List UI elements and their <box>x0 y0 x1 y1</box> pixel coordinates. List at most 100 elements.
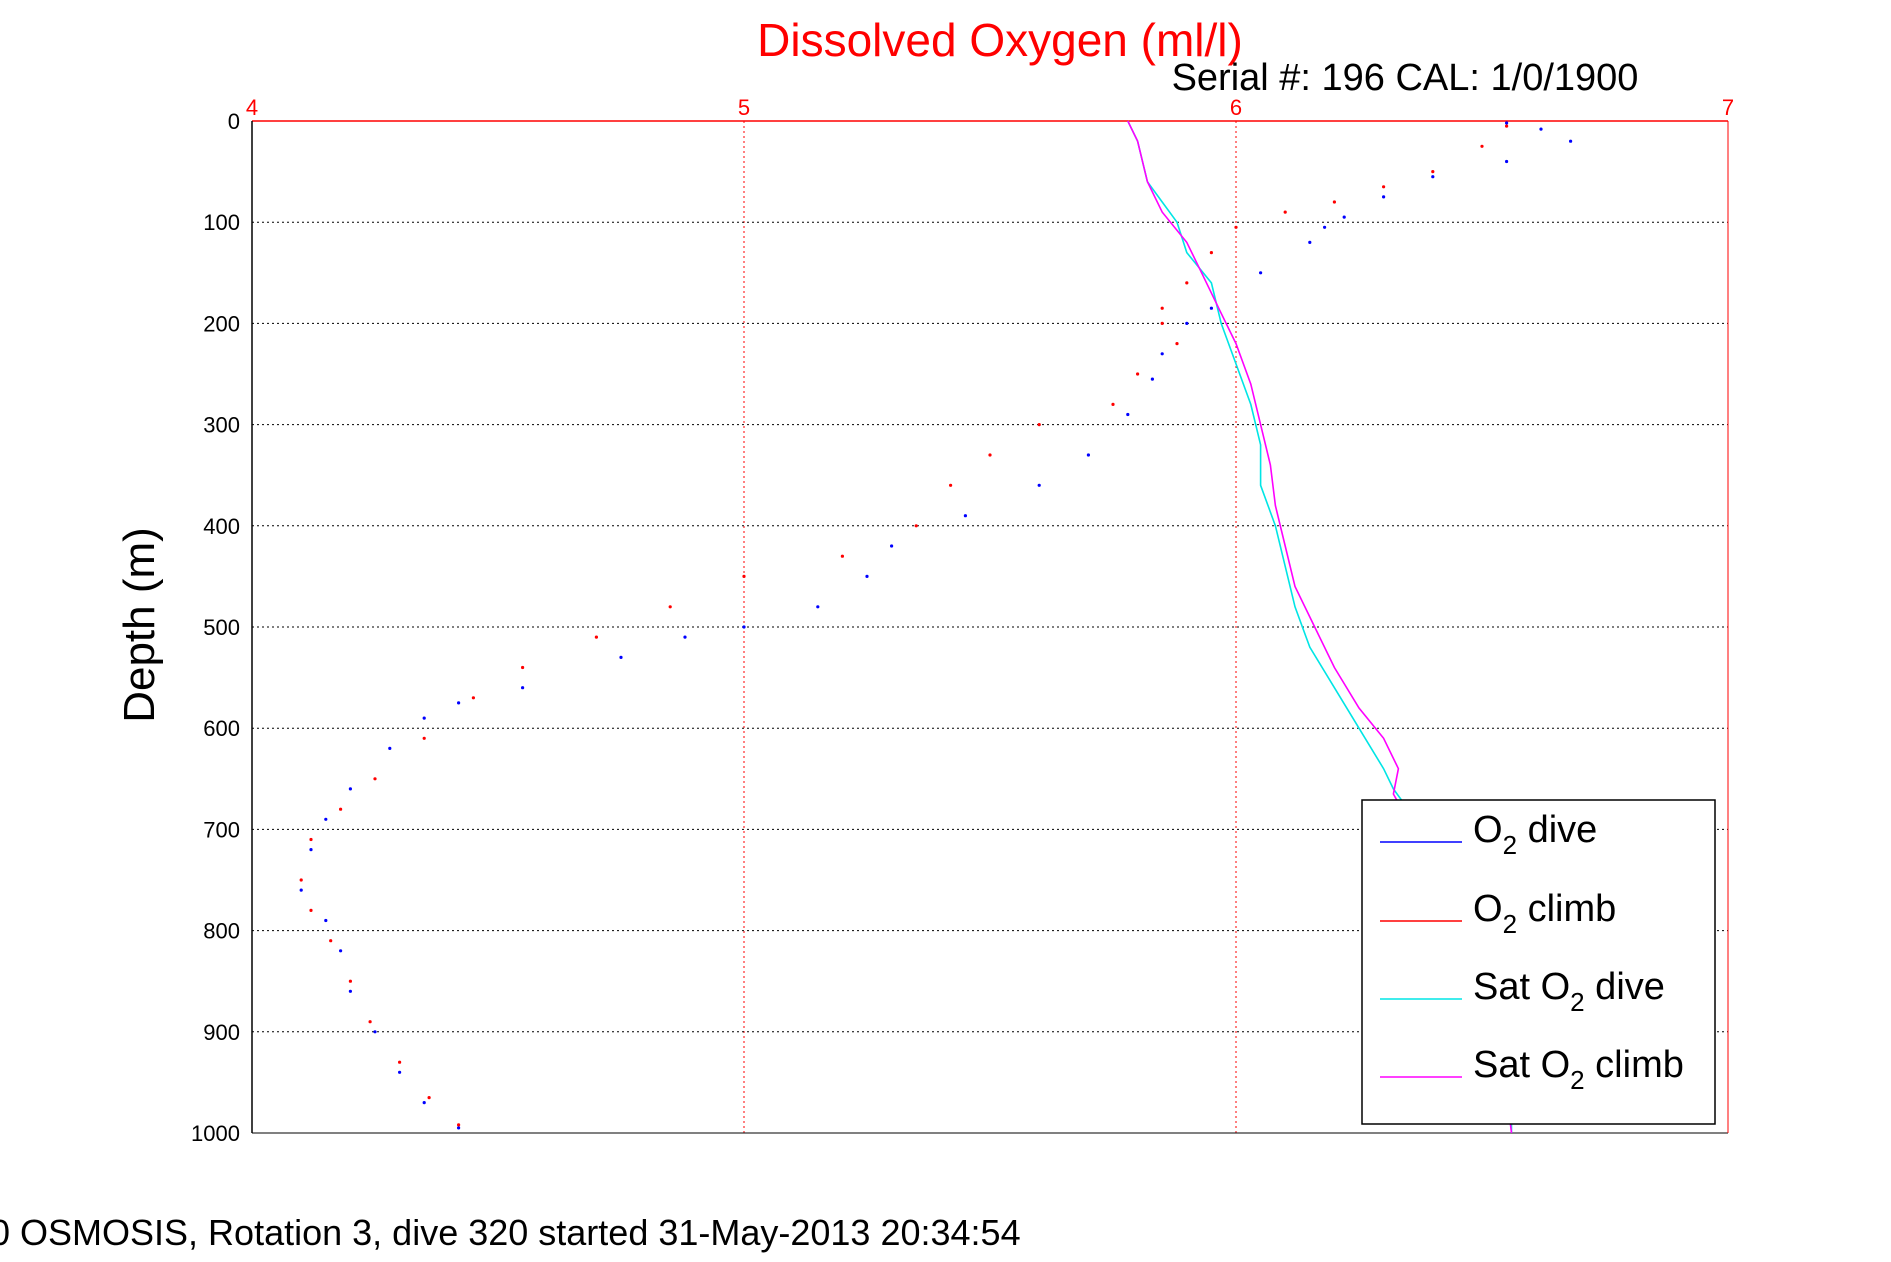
data-point <box>1259 271 1263 275</box>
data-point <box>1160 321 1164 325</box>
data-point <box>1126 412 1130 417</box>
data-point <box>299 888 303 892</box>
data-point <box>521 686 525 690</box>
legend: O2 dive O2 climb Sat O2 dive Sat O2 clim… <box>1361 799 1716 1125</box>
data-point <box>388 746 392 751</box>
data-point <box>398 1070 402 1074</box>
data-point <box>339 949 343 953</box>
data-point <box>963 514 968 518</box>
data-point <box>1136 372 1140 376</box>
data-point <box>1209 251 1213 255</box>
data-point <box>339 807 343 811</box>
data-point <box>398 1060 402 1064</box>
data-point <box>1431 175 1435 179</box>
data-point <box>1150 377 1154 381</box>
legend-label-o2-climb: O2 climb <box>1473 888 1616 939</box>
data-point <box>457 1123 461 1127</box>
data-point <box>668 605 672 609</box>
data-point <box>742 574 746 579</box>
data-point <box>1505 124 1509 128</box>
y-tick-label: 500 <box>203 615 240 640</box>
data-point <box>742 625 746 629</box>
data-point <box>1111 402 1115 406</box>
y-axis-label: Depth (m) <box>115 527 164 723</box>
data-point <box>309 908 313 913</box>
y-tick-label: 800 <box>203 919 240 944</box>
y-tick-label: 600 <box>203 716 240 741</box>
data-point <box>1332 200 1336 204</box>
data-point <box>1086 453 1090 457</box>
data-point <box>1037 423 1041 427</box>
series-o2-dive <box>299 121 1573 1130</box>
data-point <box>1431 170 1435 174</box>
axes <box>251 120 1729 1134</box>
data-point <box>471 696 475 700</box>
data-point <box>890 544 894 548</box>
data-point <box>422 1101 426 1105</box>
data-point <box>324 918 328 923</box>
data-point <box>1175 342 1179 346</box>
data-point <box>324 817 328 821</box>
data-point <box>457 1126 461 1130</box>
data-point <box>1382 185 1386 189</box>
data-point <box>1505 159 1509 164</box>
y-tick-label: 400 <box>203 514 240 539</box>
data-point <box>309 848 313 852</box>
data-point <box>309 837 313 842</box>
x-tick-label: 5 <box>738 95 750 120</box>
data-point <box>840 554 845 558</box>
data-point <box>1185 321 1189 325</box>
x-tick-label: 7 <box>1722 95 1734 120</box>
data-point <box>1308 240 1312 244</box>
y-tick-label: 300 <box>203 413 240 438</box>
y-tick-label: 0 <box>228 109 240 134</box>
legend-box <box>1361 799 1716 1125</box>
legend-label-sat-o2-dive: Sat O2 dive <box>1473 966 1665 1017</box>
data-point <box>683 635 687 639</box>
data-point <box>1342 215 1346 219</box>
x-tick-label: 6 <box>1230 95 1242 120</box>
data-point <box>1037 483 1041 487</box>
data-point <box>1283 210 1287 214</box>
y-tick-label: 200 <box>203 311 240 336</box>
data-point <box>816 605 820 609</box>
data-point <box>329 939 333 943</box>
data-point <box>1480 144 1484 148</box>
data-point <box>1505 121 1509 125</box>
data-point <box>1234 225 1238 229</box>
data-point <box>1539 127 1543 131</box>
data-point <box>988 453 992 457</box>
legend-label-o2-dive: O2 dive <box>1473 809 1597 860</box>
footer-caption: 0 OSMOSIS, Rotation 3, dive 320 started … <box>0 1212 1021 1253</box>
data-point <box>619 655 623 660</box>
data-point <box>348 979 352 983</box>
y-tick-label: 900 <box>203 1020 240 1045</box>
data-point <box>457 701 461 705</box>
data-point <box>1160 352 1164 356</box>
y-tick-label: 1000 <box>191 1121 240 1146</box>
data-point <box>1382 195 1386 199</box>
data-point <box>914 524 918 528</box>
x-tick-label: 4 <box>246 95 258 120</box>
series-o2-climb <box>299 124 1509 1127</box>
data-point <box>422 736 426 740</box>
data-point <box>1569 139 1573 143</box>
data-point <box>1160 306 1164 310</box>
data-point <box>373 777 377 781</box>
data-point <box>1185 281 1189 285</box>
serial-cal-label: Serial #: 196 CAL: 1/0/1900 <box>1172 57 1639 99</box>
data-point <box>348 787 352 791</box>
y-tick-label: 700 <box>203 817 240 842</box>
data-point <box>1323 225 1327 229</box>
x-tick-labels: 4 5 6 7 <box>246 95 1734 120</box>
data-point <box>865 574 869 579</box>
data-point <box>422 716 426 720</box>
legend-label-sat-o2-climb: Sat O2 climb <box>1473 1044 1684 1095</box>
y-tick-labels: 0 100 200 300 400 500 600 700 800 900 1000 <box>191 109 240 1146</box>
data-point <box>521 665 525 670</box>
data-point <box>348 989 352 993</box>
data-point <box>368 1020 372 1024</box>
data-point <box>594 635 599 639</box>
data-point <box>373 1030 377 1034</box>
